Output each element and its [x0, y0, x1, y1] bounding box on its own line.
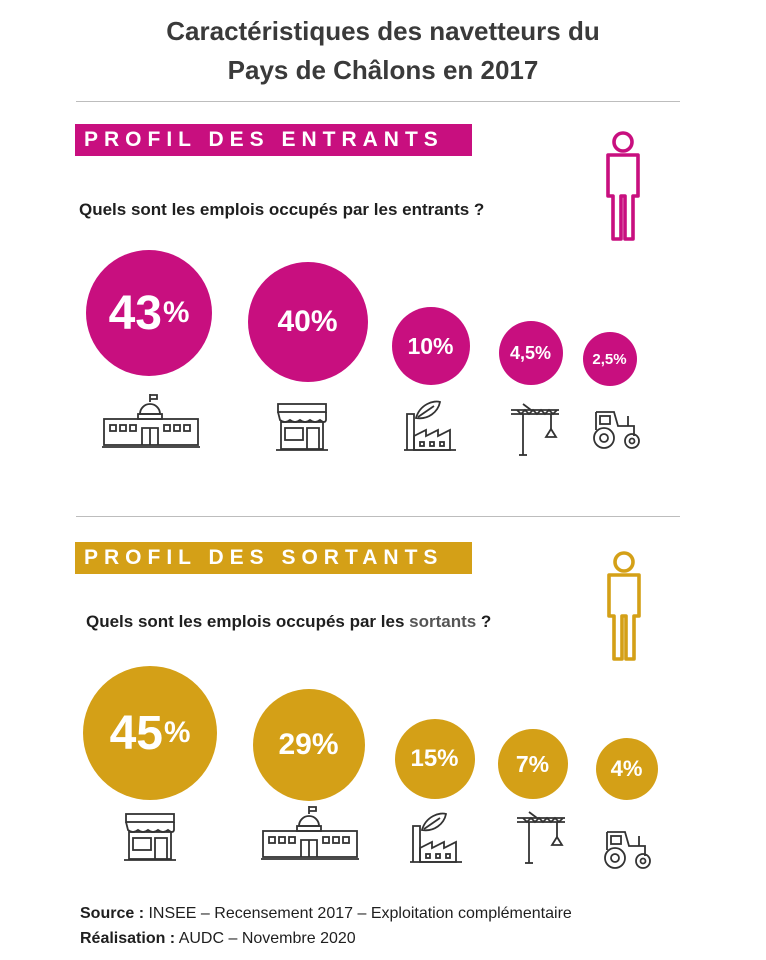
- public-building-icon: [261, 806, 359, 862]
- realisation-text: AUDC – Novembre 2020: [175, 930, 356, 947]
- stat-value: 10%: [407, 332, 454, 359]
- stat-unit: %: [162, 296, 190, 329]
- stat-value: 29%: [278, 728, 339, 761]
- page-title-line2: Pays de Châlons en 2017: [227, 55, 539, 85]
- stat-value: 4%: [610, 756, 643, 781]
- stat-circle: 40%: [248, 262, 368, 382]
- stat-value: 40%: [277, 305, 338, 338]
- stat-value: 45: [109, 706, 163, 760]
- stat-circle: 2,5%: [583, 332, 637, 386]
- question-suffix: ?: [476, 612, 492, 631]
- question-sortants: Quels sont les emplois occupés par les s…: [86, 612, 491, 632]
- page-title-line1: Caractéristiques des navetteurs du: [166, 16, 600, 46]
- stat-circle: 4,5%: [499, 321, 563, 385]
- factory-icon: [410, 812, 464, 864]
- source-line: Source : INSEE – Recensement 2017 – Expl…: [80, 905, 572, 923]
- banner-sortants: PROFIL DES SORTANTS: [75, 542, 472, 574]
- stat-circle: 4%: [596, 738, 658, 800]
- stat-value: 2,5%: [592, 350, 627, 368]
- shop-icon: [276, 402, 328, 452]
- question-highlight: sortants: [409, 612, 477, 631]
- public-building-icon: [102, 394, 200, 450]
- source-text: INSEE – Recensement 2017 – Exploitation …: [144, 905, 572, 922]
- stat-unit: %: [163, 716, 191, 749]
- tractor-icon: [590, 408, 642, 450]
- crane-icon: [515, 811, 567, 865]
- crane-icon: [509, 403, 561, 457]
- stat-value: 4,5%: [509, 342, 552, 363]
- stat-value: 43: [108, 286, 162, 340]
- source-label: Source :: [80, 905, 145, 922]
- stat-circle: 7%: [498, 729, 568, 799]
- realisation-label: Réalisation :: [80, 930, 176, 947]
- realisation-line: Réalisation : AUDC – Novembre 2020: [80, 930, 356, 948]
- tractor-icon: [601, 828, 653, 870]
- divider: [76, 516, 680, 517]
- person-icon: [603, 130, 643, 247]
- stat-circle: 15%: [395, 719, 475, 799]
- stat-circle: 43%: [86, 250, 212, 376]
- question-prefix: Quels sont les emplois occupés par les: [86, 612, 410, 631]
- question-entrants: Quels sont les emplois occupés par les e…: [79, 200, 485, 219]
- stat-value: 15%: [410, 745, 459, 772]
- stat-value: 7%: [515, 750, 550, 777]
- stat-circle: 29%: [253, 689, 365, 801]
- factory-icon: [404, 400, 458, 452]
- shop-icon: [124, 812, 176, 862]
- banner-entrants: PROFIL DES ENTRANTS: [75, 124, 472, 156]
- stat-circle: 10%: [392, 307, 470, 385]
- stat-circle: 45%: [83, 666, 217, 800]
- divider: [76, 101, 680, 102]
- person-icon: [604, 550, 644, 667]
